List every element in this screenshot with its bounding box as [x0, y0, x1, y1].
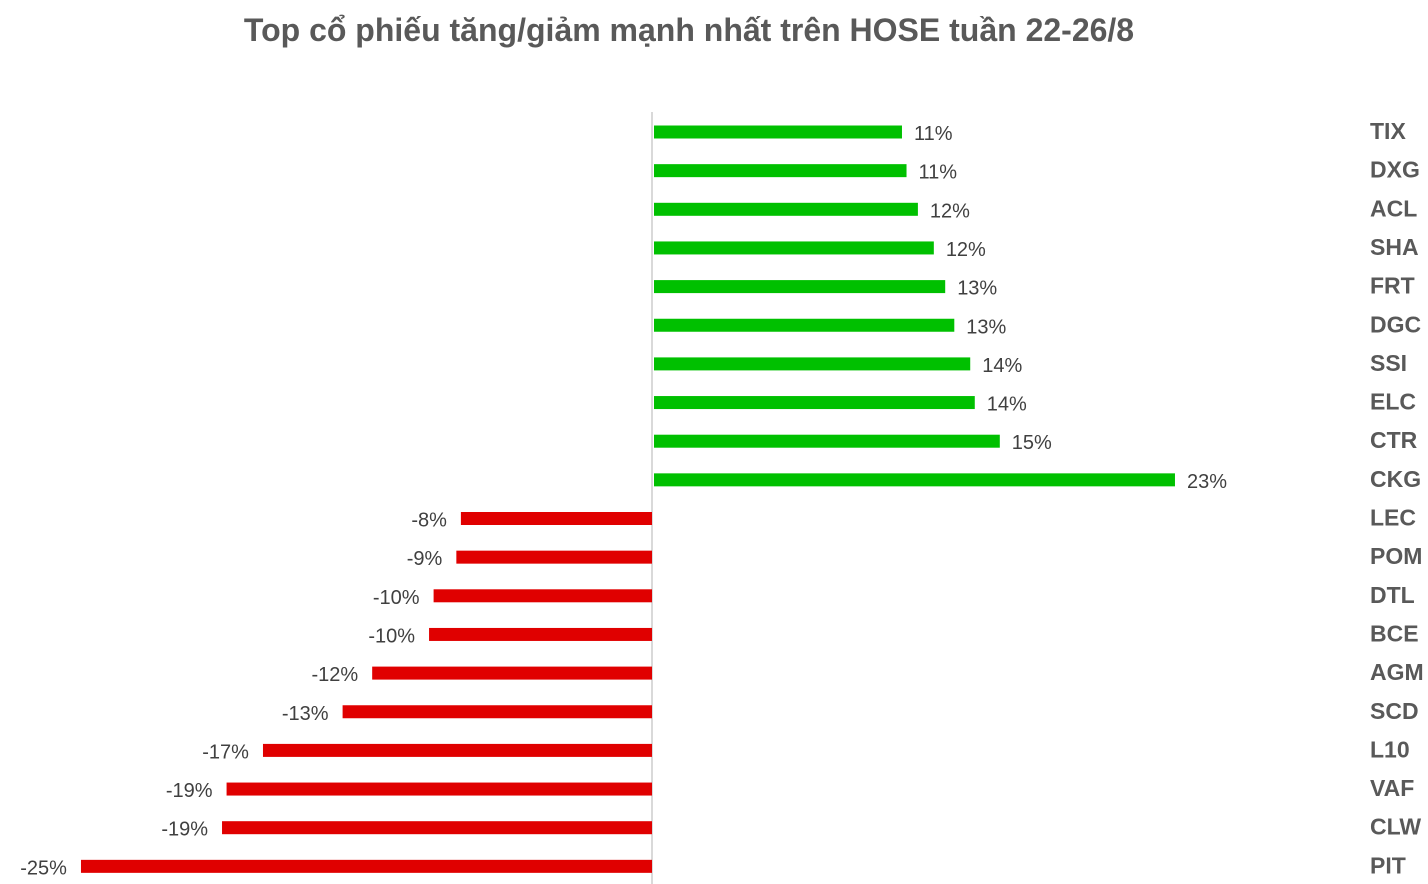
- bar-pom: [456, 550, 652, 564]
- bar-lec: [460, 512, 652, 525]
- value-label-pit: -25%: [20, 857, 67, 879]
- bars-group: [80, 125, 1175, 873]
- category-label-dgc: DGC: [1370, 311, 1421, 337]
- bar-ssi: [654, 357, 971, 371]
- bar-frt: [654, 280, 946, 294]
- bar-bce: [429, 627, 652, 641]
- value-label-scd: -13%: [282, 703, 329, 725]
- value-label-bce: -10%: [368, 625, 415, 647]
- value-label-ckg: 23%: [1187, 471, 1227, 493]
- value-label-dgc: 13%: [966, 316, 1006, 338]
- value-label-acl: 12%: [930, 200, 970, 222]
- value-label-vaf: -19%: [166, 780, 213, 802]
- category-label-frt: FRT: [1370, 273, 1415, 299]
- category-label-vaf: VAF: [1370, 775, 1414, 801]
- bar-ctr: [654, 434, 1000, 448]
- bar-ckg: [654, 473, 1175, 487]
- category-label-sha: SHA: [1370, 234, 1419, 260]
- value-labels-group: 11% 11% 12% 12% 13% 13% 14% 14% 15% 23% -8% -9% -10%…: [20, 123, 1227, 879]
- value-label-lec: -8%: [411, 510, 447, 532]
- category-label-ctr: CTR: [1370, 427, 1418, 453]
- bar-dxg: [654, 164, 907, 178]
- category-label-acl: ACL: [1370, 195, 1417, 221]
- category-label-dxg: DXG: [1370, 157, 1420, 183]
- value-label-ssi: 14%: [982, 355, 1022, 377]
- value-label-sha: 12%: [946, 239, 986, 261]
- value-label-dtl: -10%: [373, 587, 420, 609]
- category-label-ssi: SSI: [1370, 350, 1407, 376]
- category-label-bce: BCE: [1370, 620, 1419, 646]
- bar-vaf: [226, 782, 652, 796]
- category-label-lec: LEC: [1370, 505, 1416, 531]
- category-label-elc: ELC: [1370, 389, 1416, 415]
- category-label-l10: L10: [1370, 736, 1410, 762]
- value-label-ctr: 15%: [1012, 432, 1052, 454]
- value-label-l10: -17%: [202, 741, 249, 763]
- bar-scd: [342, 705, 652, 719]
- chart-title: Top cổ phiếu tăng/giảm mạnh nhất trên HO…: [243, 12, 1135, 48]
- category-label-tix: TIX: [1370, 118, 1406, 144]
- bar-elc: [654, 396, 975, 410]
- value-label-pom: -9%: [407, 548, 443, 570]
- bar-l10: [262, 743, 652, 757]
- value-label-elc: 14%: [987, 394, 1027, 416]
- category-label-pit: PIT: [1370, 852, 1406, 878]
- bar-sha: [654, 241, 934, 255]
- bar-tix: [654, 125, 902, 139]
- category-label-scd: SCD: [1370, 698, 1419, 724]
- category-label-clw: CLW: [1370, 814, 1421, 840]
- category-labels-group: TIX DXG ACL SHA FRT DGC SSI ELC CTR CKG LEC POM DTL B…: [1370, 118, 1424, 878]
- value-label-agm: -12%: [311, 664, 358, 686]
- bar-agm: [372, 666, 652, 680]
- category-label-agm: AGM: [1370, 659, 1424, 685]
- category-label-dtl: DTL: [1370, 582, 1415, 608]
- bar-pit: [80, 859, 653, 873]
- bar-acl: [654, 202, 918, 216]
- bar-clw: [222, 821, 652, 835]
- value-label-dxg: 11%: [919, 162, 958, 184]
- bar-dgc: [654, 318, 955, 332]
- value-label-clw: -19%: [161, 819, 208, 841]
- value-label-frt: 13%: [957, 278, 997, 300]
- bar-dtl: [433, 589, 652, 603]
- category-label-ckg: CKG: [1370, 466, 1421, 492]
- value-label-tix: 11%: [914, 123, 953, 145]
- category-label-pom: POM: [1370, 543, 1422, 569]
